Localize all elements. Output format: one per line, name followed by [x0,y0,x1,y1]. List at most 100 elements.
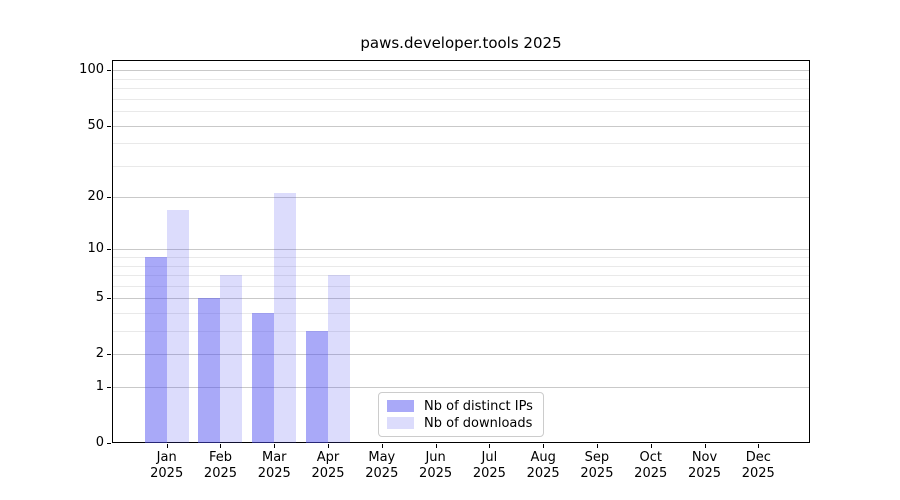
major-gridline [113,298,809,300]
legend-label-distinct-ips: Nb of distinct IPs [424,398,533,414]
plot-area [112,60,810,443]
chart-title: paws.developer.tools 2025 [360,34,562,52]
major-gridline [113,249,809,251]
minor-gridline [113,165,809,167]
x-tick-mark [489,444,491,448]
x-tick-label: Jul 2025 [453,450,525,482]
bar-distinct-ips-feb [198,298,221,443]
minor-gridline [113,78,809,80]
minor-gridline [113,265,809,267]
x-tick-label: Aug 2025 [507,450,579,482]
bar-distinct-ips-apr [306,331,329,443]
minor-gridline [113,313,809,315]
x-tick-mark [596,444,598,448]
x-tick-label-year: 2025 [365,466,399,481]
major-gridline [113,70,809,72]
bar-downloads-jan [166,209,189,443]
x-tick-label: Mar 2025 [238,450,310,482]
x-tick-label-month: Oct [639,450,662,465]
y-tick-label: 0 [95,435,104,450]
x-tick-mark [435,444,437,448]
x-tick-label: Dec 2025 [722,450,794,482]
legend-label-downloads: Nb of downloads [424,415,533,431]
bar-downloads-mar [274,193,297,443]
major-gridline [113,387,809,389]
y-tick-label: 20 [87,189,104,205]
bar-downloads-feb [220,275,243,443]
x-tick-label-year: 2025 [257,466,291,481]
major-gridline [113,354,809,356]
y-tick-mark [107,298,111,300]
x-tick-label-year: 2025 [311,466,345,481]
y-tick-label: 100 [79,62,104,78]
x-tick-label-month: Sep [584,450,610,465]
x-tick-label: Sep 2025 [561,450,633,482]
bar-distinct-ips-jan [144,257,167,443]
legend-swatch-distinct-ips [387,400,414,412]
x-tick-mark [704,444,706,448]
x-tick-label-year: 2025 [472,466,506,481]
major-gridline [113,125,809,127]
y-tick-label: 10 [87,241,104,257]
x-tick-mark [381,444,383,448]
x-tick-label-year: 2025 [634,466,668,481]
major-gridline [113,197,809,199]
x-tick-label-year: 2025 [203,466,238,481]
x-tick-mark [328,444,330,448]
y-tick-label: 50 [87,117,104,133]
y-tick-mark [107,443,111,444]
y-tick-mark [107,125,111,127]
x-tick-mark [274,444,276,448]
minor-gridline [113,143,809,145]
legend-swatch-downloads [387,417,414,429]
x-tick-label: May 2025 [346,450,418,482]
legend-row-distinct-ips: Nb of distinct IPs [387,398,535,414]
x-tick-mark [650,444,652,448]
x-tick-label-month: Jan [156,450,177,465]
minor-gridline [113,98,809,100]
x-tick-label-year: 2025 [687,466,722,481]
x-tick-label-year: 2025 [526,466,560,481]
y-tick-mark [107,197,111,199]
x-tick-mark [758,444,760,448]
y-tick-label: 2 [95,346,104,362]
x-tick-label-month: Dec [745,450,771,465]
x-tick-label-year: 2025 [150,466,184,481]
minor-gridline [113,331,809,333]
bar-distinct-ips-mar [252,313,275,443]
x-tick-label-month: May [368,450,396,465]
x-tick-mark [220,444,222,448]
minor-gridline [113,275,809,277]
y-tick-label: 1 [95,379,104,395]
minor-gridline [113,111,809,113]
minor-gridline [113,285,809,287]
x-tick-mark [166,444,168,448]
y-tick-mark [107,354,111,356]
x-tick-label-month: Jun [425,450,446,465]
minor-gridline [113,88,809,90]
x-tick-mark [543,444,545,448]
x-tick-label-month: Mar [261,450,287,465]
x-tick-label: Jun 2025 [400,450,472,482]
x-tick-label-month: Nov [691,450,718,465]
x-tick-label: Oct 2025 [615,450,687,482]
x-tick-label: Nov 2025 [669,450,741,482]
y-tick-mark [107,387,111,389]
x-tick-label: Apr 2025 [292,450,364,482]
bar-downloads-apr [328,275,351,443]
legend-row-downloads: Nb of downloads [387,415,535,431]
y-tick-mark [107,70,111,72]
x-tick-label-year: 2025 [741,466,775,481]
x-tick-label-year: 2025 [419,466,453,481]
x-tick-label-month: Aug [530,450,556,465]
x-tick-label: Feb 2025 [184,450,256,482]
y-tick-mark [107,249,111,251]
x-tick-label-month: Feb [208,450,232,465]
x-tick-label-month: Jul [481,450,498,465]
y-tick-label: 5 [95,290,104,306]
x-tick-label-month: Apr [316,450,340,465]
x-tick-label-year: 2025 [580,466,614,481]
minor-gridline [113,257,809,259]
x-tick-label: Jan 2025 [131,450,203,482]
